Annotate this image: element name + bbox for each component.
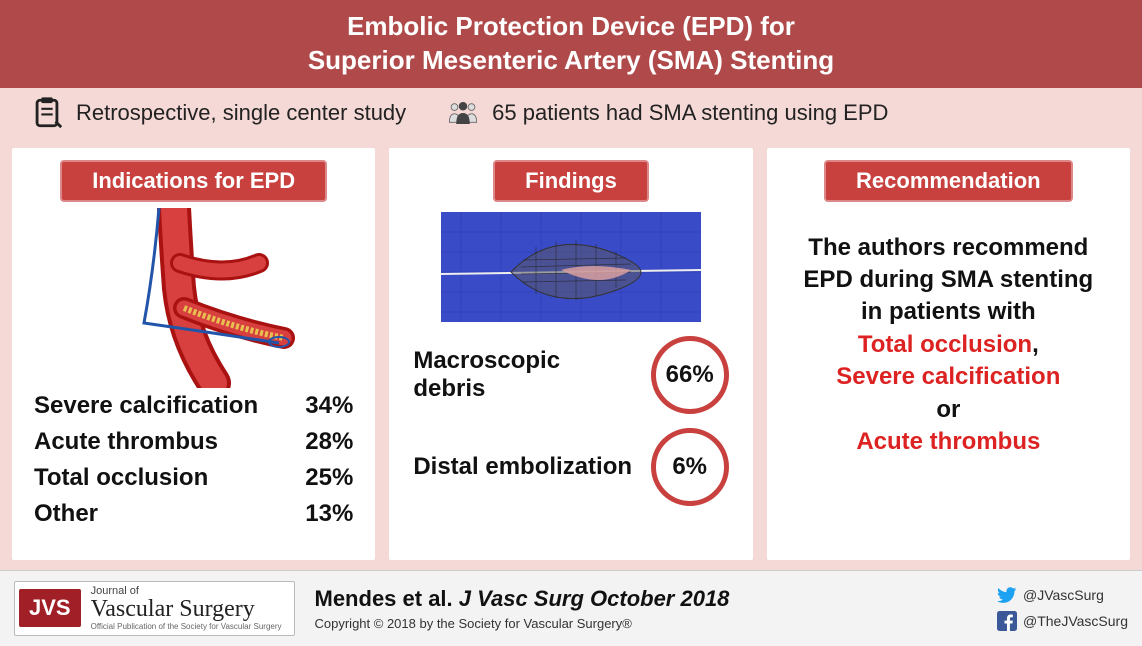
indication-label: Other bbox=[34, 496, 98, 532]
finding-row: Macroscopic debris 66% bbox=[389, 322, 752, 414]
jvs-badge: JVS bbox=[19, 589, 81, 627]
twitter-handle: @JVascSurg bbox=[1023, 587, 1104, 603]
facebook-icon bbox=[997, 611, 1017, 631]
indication-label: Acute thrombus bbox=[34, 424, 218, 460]
indication-value: 28% bbox=[305, 424, 353, 460]
finding-value-circle: 66% bbox=[651, 336, 729, 414]
rec-sep-2: or bbox=[936, 396, 960, 423]
indications-list: Severe calcification 34% Acute thrombus … bbox=[12, 388, 375, 542]
indication-row: Severe calcification 34% bbox=[34, 388, 353, 424]
socials: @JVascSurg @TheJVascSurg bbox=[997, 585, 1128, 631]
study-type-text: Retrospective, single center study bbox=[76, 100, 406, 126]
indication-value: 13% bbox=[305, 496, 353, 532]
clipboard-icon bbox=[30, 96, 64, 130]
rec-highlight-1: Total occlusion bbox=[858, 331, 1032, 358]
finding-label: Macroscopic debris bbox=[413, 347, 638, 402]
finding-value-circle: 6% bbox=[651, 428, 729, 506]
columns: Indications for EPD Severe calcification… bbox=[0, 138, 1142, 570]
facebook-handle: @TheJVascSurg bbox=[1023, 613, 1128, 629]
device-photo bbox=[441, 212, 701, 322]
title-bar: Embolic Protection Device (EPD) for Supe… bbox=[0, 0, 1142, 88]
facebook-row: @TheJVascSurg bbox=[997, 611, 1128, 631]
indications-panel: Indications for EPD Severe calcification… bbox=[12, 148, 375, 560]
jvs-line-2: Vascular Surgery bbox=[91, 597, 282, 621]
cohort-text: 65 patients had SMA stenting using EPD bbox=[492, 100, 888, 126]
citation-rest: J Vasc Surg October 2018 bbox=[453, 586, 730, 611]
indication-row: Total occlusion 25% bbox=[34, 460, 353, 496]
indication-row: Other 13% bbox=[34, 496, 353, 532]
finding-label: Distal embolization bbox=[413, 453, 638, 481]
recommendation-header: Recommendation bbox=[824, 160, 1073, 202]
findings-header: Findings bbox=[493, 160, 649, 202]
twitter-icon bbox=[997, 585, 1017, 605]
jvs-logo-text: Journal of Vascular Surgery Official Pub… bbox=[91, 586, 282, 631]
indication-label: Total occlusion bbox=[34, 460, 208, 496]
indication-label: Severe calcification bbox=[34, 388, 258, 424]
study-type-item: Retrospective, single center study bbox=[30, 96, 406, 130]
twitter-row: @JVascSurg bbox=[997, 585, 1128, 605]
citation-lead: Mendes et al. bbox=[315, 586, 453, 611]
rec-pre: The authors recommend EPD during SMA ste… bbox=[803, 234, 1093, 326]
indication-value: 34% bbox=[305, 388, 353, 424]
findings-panel: Findings Macroscopic debris 66% Distal e… bbox=[389, 148, 752, 560]
rec-sep-1: , bbox=[1032, 331, 1039, 358]
recommendation-panel: Recommendation The authors recommend EPD… bbox=[767, 148, 1130, 560]
title-line-1: Embolic Protection Device (EPD) for bbox=[20, 10, 1122, 44]
artery-illustration bbox=[84, 208, 304, 388]
jvs-line-3: Official Publication of the Society for … bbox=[91, 623, 282, 631]
recommendation-text: The authors recommend EPD during SMA ste… bbox=[767, 202, 1130, 469]
people-icon bbox=[446, 96, 480, 130]
cohort-item: 65 patients had SMA stenting using EPD bbox=[446, 96, 888, 130]
footer-mid: Mendes et al. J Vasc Surg October 2018 C… bbox=[315, 586, 978, 631]
rec-highlight-2: Severe calcification bbox=[836, 363, 1060, 390]
jvs-line-1: Journal of bbox=[91, 586, 282, 597]
footer: JVS Journal of Vascular Surgery Official… bbox=[0, 570, 1142, 646]
rec-highlight-3: Acute thrombus bbox=[856, 428, 1040, 455]
title-line-2: Superior Mesenteric Artery (SMA) Stentin… bbox=[20, 44, 1122, 78]
finding-row: Distal embolization 6% bbox=[389, 414, 752, 506]
citation: Mendes et al. J Vasc Surg October 2018 bbox=[315, 586, 978, 612]
indication-row: Acute thrombus 28% bbox=[34, 424, 353, 460]
info-bar: Retrospective, single center study 65 pa… bbox=[0, 88, 1142, 138]
jvs-logo: JVS Journal of Vascular Surgery Official… bbox=[14, 581, 295, 636]
copyright: Copyright © 2018 by the Society for Vasc… bbox=[315, 616, 978, 631]
indication-value: 25% bbox=[305, 460, 353, 496]
indications-header: Indications for EPD bbox=[60, 160, 327, 202]
